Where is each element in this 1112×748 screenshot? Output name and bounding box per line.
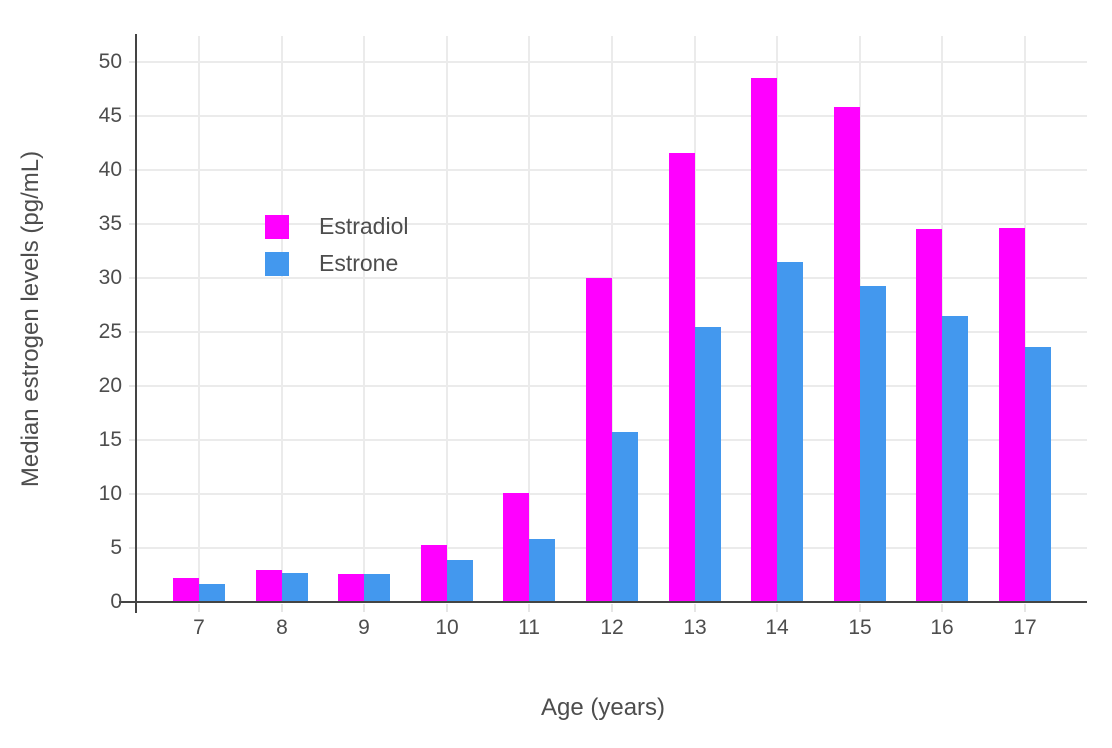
legend-label-estradiol: Estradiol bbox=[319, 213, 409, 239]
y-axis-title: Median estrogen levels (pg/mL) bbox=[17, 150, 44, 488]
bar-estradiol-age-9[interactable] bbox=[338, 574, 364, 602]
x-tick-label-16: 16 bbox=[930, 616, 954, 639]
y-tick-label-40: 40 bbox=[98, 158, 122, 181]
y-axis-line bbox=[135, 34, 137, 613]
x-axis-title: Age (years) bbox=[540, 694, 666, 721]
bar-estrone-age-8[interactable] bbox=[282, 573, 308, 602]
x-tick-8 bbox=[281, 604, 283, 612]
y-tick-label-20: 20 bbox=[98, 374, 122, 397]
y-tick-label-35: 35 bbox=[98, 212, 122, 235]
x-tick-9 bbox=[363, 604, 365, 612]
bar-estradiol-age-17[interactable] bbox=[999, 228, 1025, 602]
legend: Estradiol Estrone bbox=[265, 213, 409, 288]
bar-estradiol-age-7[interactable] bbox=[173, 578, 199, 602]
x-tick-11 bbox=[528, 604, 530, 612]
bar-estradiol-age-10[interactable] bbox=[421, 545, 447, 602]
bar-estrone-age-17[interactable] bbox=[1025, 347, 1051, 602]
y-tick-label-15: 15 bbox=[98, 428, 122, 451]
bar-estrone-age-9[interactable] bbox=[364, 574, 390, 602]
x-tick-label-15: 15 bbox=[848, 616, 872, 639]
legend-swatch-estrone bbox=[265, 251, 289, 276]
y-tick-15 bbox=[129, 439, 137, 441]
x-tick-label-14: 14 bbox=[765, 616, 789, 639]
bar-estradiol-age-16[interactable] bbox=[916, 229, 942, 602]
bar-estradiol-age-8[interactable] bbox=[256, 570, 282, 602]
y-tick-label-25: 25 bbox=[98, 320, 122, 343]
x-tick-label-9: 9 bbox=[358, 616, 370, 639]
x-tick-17 bbox=[1024, 604, 1026, 612]
v-gridline-11 bbox=[528, 36, 530, 602]
bar-estrone-age-15[interactable] bbox=[860, 286, 886, 602]
v-gridline-7 bbox=[198, 36, 200, 602]
x-tick-label-10: 10 bbox=[435, 616, 459, 639]
bar-estrone-age-7[interactable] bbox=[199, 584, 225, 602]
y-tick-50 bbox=[129, 61, 137, 63]
legend-item-estrone[interactable]: Estrone bbox=[265, 250, 408, 276]
bar-estrone-age-13[interactable] bbox=[695, 327, 721, 602]
y-tick-35 bbox=[129, 223, 137, 225]
bar-estrone-age-16[interactable] bbox=[942, 316, 968, 602]
bar-estradiol-age-13[interactable] bbox=[669, 153, 695, 602]
y-tick-label-30: 30 bbox=[98, 266, 122, 289]
y-tick-5 bbox=[129, 547, 137, 549]
y-tick-label-0: 0 bbox=[110, 590, 122, 613]
x-tick-label-11: 11 bbox=[518, 616, 540, 639]
v-gridline-12 bbox=[611, 36, 613, 602]
v-gridline-13 bbox=[694, 36, 696, 602]
x-tick-16 bbox=[941, 604, 943, 612]
y-tick-label-5: 5 bbox=[110, 536, 122, 559]
x-tick-15 bbox=[859, 604, 861, 612]
y-tick-label-50: 50 bbox=[98, 50, 122, 73]
x-tick-12 bbox=[611, 604, 613, 612]
bar-estrone-age-14[interactable] bbox=[777, 262, 803, 602]
x-tick-label-12: 12 bbox=[600, 616, 624, 639]
x-tick-10 bbox=[446, 604, 448, 612]
x-tick-7 bbox=[198, 604, 200, 612]
x-tick-label-13: 13 bbox=[683, 616, 707, 639]
x-tick-label-17: 17 bbox=[1013, 616, 1037, 639]
bar-estradiol-age-12[interactable] bbox=[586, 278, 612, 602]
x-tick-label-7: 7 bbox=[193, 616, 205, 639]
y-tick-40 bbox=[129, 169, 137, 171]
legend-label-estrone: Estrone bbox=[319, 250, 399, 276]
x-tick-label-8: 8 bbox=[276, 616, 288, 639]
v-gridline-8 bbox=[281, 36, 283, 602]
x-axis-line bbox=[119, 601, 1087, 603]
bar-estrone-age-10[interactable] bbox=[447, 560, 473, 602]
y-tick-45 bbox=[129, 115, 137, 117]
y-tick-10 bbox=[129, 493, 137, 495]
v-gridline-10 bbox=[446, 36, 448, 602]
bar-estradiol-age-11[interactable] bbox=[503, 493, 529, 602]
y-tick-25 bbox=[129, 331, 137, 333]
v-gridline-17 bbox=[1024, 36, 1026, 602]
y-tick-label-10: 10 bbox=[98, 482, 122, 505]
bar-estrone-age-11[interactable] bbox=[529, 539, 555, 602]
y-tick-20 bbox=[129, 385, 137, 387]
x-tick-13 bbox=[694, 604, 696, 612]
legend-swatch-estradiol bbox=[265, 214, 289, 239]
x-tick-14 bbox=[776, 604, 778, 612]
y-tick-label-45: 45 bbox=[98, 104, 122, 127]
legend-item-estradiol[interactable]: Estradiol bbox=[265, 213, 409, 239]
bar-estradiol-age-15[interactable] bbox=[834, 107, 860, 602]
bar-estrone-age-12[interactable] bbox=[612, 432, 638, 602]
y-tick-30 bbox=[129, 277, 137, 279]
bar-estradiol-age-14[interactable] bbox=[751, 78, 777, 602]
v-gridline-9 bbox=[363, 36, 365, 602]
